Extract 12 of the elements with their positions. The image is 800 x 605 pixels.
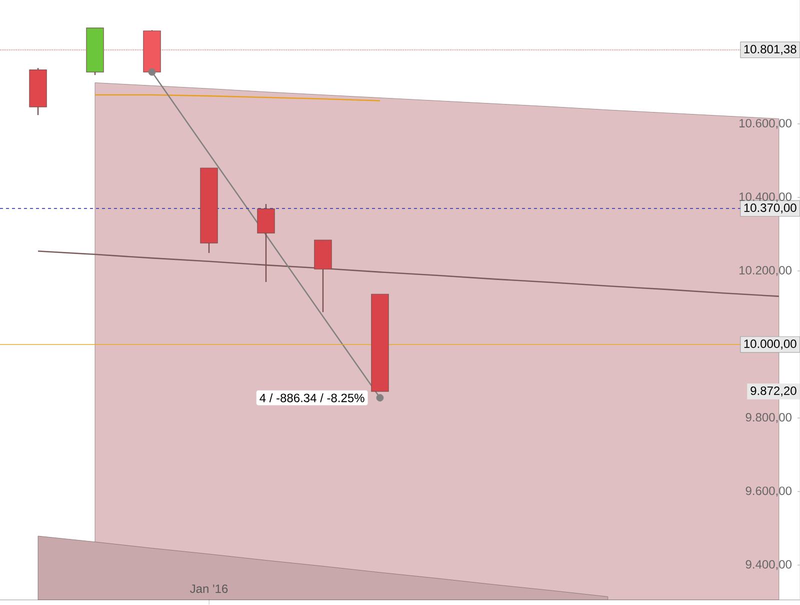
- ref-line-label: 10.370,00: [744, 204, 796, 214]
- ref-line-label: 10.000,00: [744, 340, 796, 350]
- annotation: 9.872,20: [750, 386, 796, 396]
- ref-line-label: 10.801,38: [744, 44, 796, 55]
- y-tick-label: 9.400,00: [746, 560, 792, 570]
- annotation: 4 / -886.34 / -8.25%: [260, 393, 364, 402]
- y-tick-label: 10.200,00: [740, 266, 792, 276]
- y-tick-label: 10.600,00: [740, 118, 792, 129]
- y-tick-label: 9.800,00: [746, 413, 792, 423]
- y-tick-label: 10.400,00: [740, 192, 792, 202]
- x-tick-label: Jan '16: [190, 584, 228, 593]
- y-tick-label: 9.600,00: [746, 486, 792, 496]
